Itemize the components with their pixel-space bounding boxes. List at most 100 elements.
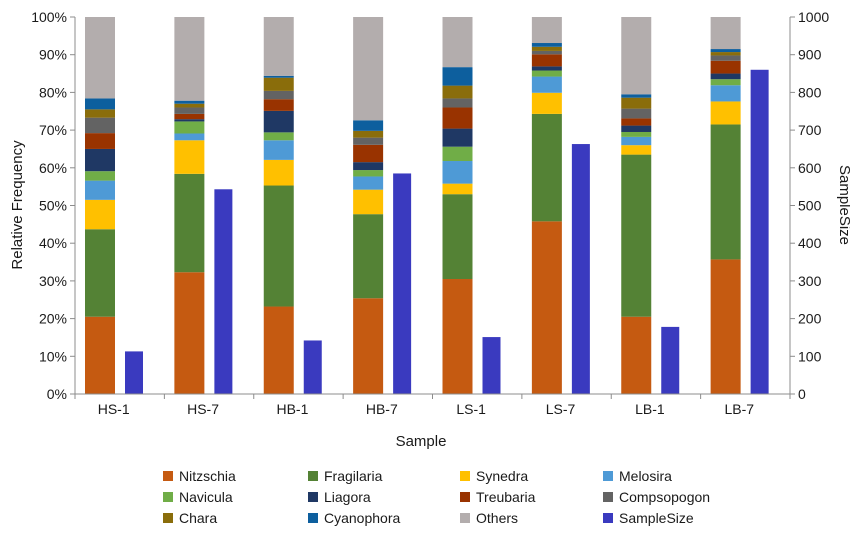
bar-samplesize-hs-7 (214, 189, 233, 394)
legend: Nitzschia Fragilaria Synedra Melosira Navicu… (163, 468, 710, 526)
bar-synedra-ls-7 (531, 92, 562, 114)
bar-cyanophora-hb-1 (263, 75, 294, 78)
bar-others-hs-7 (174, 17, 205, 101)
bar-chara-ls-1 (442, 85, 473, 99)
legend-label-compsopogon: Compsopogon (619, 489, 710, 505)
bar-chara-hb-7 (353, 130, 384, 138)
secondary-y-axis-title: SampleSize (836, 165, 850, 245)
y2-tick-label: 600 (798, 160, 822, 176)
bar-samplesize-hb-7 (393, 173, 412, 394)
bar-compsopogon-hb-7 (353, 137, 384, 145)
bar-synedra-lb-7 (710, 101, 741, 125)
legend-label-nitzschia: Nitzschia (179, 468, 236, 484)
bar-compsopogon-lb-1 (621, 108, 652, 119)
bar-synedra-lb-1 (621, 145, 652, 155)
bar-cyanophora-hb-7 (353, 120, 384, 131)
plot-area (85, 17, 769, 394)
bar-liagora-lb-7 (710, 73, 741, 80)
bar-fragilaria-ls-7 (531, 113, 562, 222)
legend-label-cyanophora: Cyanophora (324, 510, 400, 526)
bar-liagora-hs-7 (174, 119, 205, 122)
bar-samplesize-ls-1 (482, 337, 501, 394)
bar-others-hs-1 (85, 17, 115, 99)
bar-navicula-lb-1 (621, 131, 652, 137)
y2-tick-label: 400 (798, 235, 822, 251)
bar-compsopogon-ls-1 (442, 98, 473, 108)
bar-melosira-lb-1 (621, 136, 652, 146)
x-tick-label: HS-1 (98, 401, 130, 417)
y2-tick-label: 500 (798, 198, 822, 214)
bar-melosira-lb-7 (710, 85, 741, 102)
bar-navicula-ls-7 (531, 70, 562, 77)
bar-melosira-hb-7 (353, 176, 384, 190)
bar-fragilaria-hs-7 (174, 173, 205, 273)
bar-samplesize-lb-7 (750, 69, 769, 394)
bar-navicula-ls-1 (442, 146, 473, 162)
legend-swatch-others (460, 513, 470, 523)
legend-label-fragilaria: Fragilaria (324, 468, 383, 484)
bar-cyanophora-ls-7 (531, 43, 562, 47)
y-tick-label: 10% (39, 348, 67, 364)
bar-navicula-lb-7 (710, 79, 741, 86)
bar-melosira-ls-1 (442, 161, 473, 184)
x-tick-label: LS-7 (546, 401, 576, 417)
legend-swatch-compsopogon (603, 492, 613, 502)
y2-tick-label: 100 (798, 348, 822, 364)
bar-treubaria-ls-1 (442, 107, 473, 129)
y2-tick-label: 800 (798, 84, 822, 100)
bar-treubaria-hs-7 (174, 113, 205, 120)
legend-swatch-cyanophora (308, 513, 318, 523)
bar-liagora-hs-1 (85, 148, 115, 172)
bar-liagora-hb-1 (263, 110, 294, 133)
bar-compsopogon-hs-1 (85, 117, 115, 134)
bar-compsopogon-hb-1 (263, 90, 294, 100)
y2-tick-label: 300 (798, 273, 822, 289)
bar-chara-lb-7 (710, 52, 741, 56)
bar-chara-hs-7 (174, 103, 205, 108)
y-tick-label: 30% (39, 273, 67, 289)
y-tick-label: 80% (39, 84, 67, 100)
bar-nitzschia-lb-7 (710, 259, 741, 394)
bar-nitzschia-hb-7 (353, 298, 384, 394)
y-tick-label: 0% (47, 386, 67, 402)
bar-fragilaria-ls-1 (442, 194, 473, 280)
y2-tick-label: 1000 (798, 9, 829, 25)
legend-label-liagora: Liagora (324, 489, 371, 505)
bar-others-ls-1 (442, 17, 473, 68)
legend-label-treubaria: Treubaria (476, 489, 536, 505)
x-tick-label: LB-7 (725, 401, 755, 417)
legend-swatch-synedra (460, 471, 470, 481)
bar-nitzschia-ls-1 (442, 279, 473, 394)
bar-nitzschia-hs-7 (174, 272, 205, 394)
legend-label-navicula: Navicula (179, 489, 233, 505)
bar-treubaria-lb-7 (710, 60, 741, 74)
y-tick-label: 50% (39, 198, 67, 214)
bar-chara-hb-1 (263, 77, 294, 91)
bar-chara-lb-1 (621, 97, 652, 109)
bar-others-hb-1 (263, 17, 294, 76)
bar-samplesize-hs-1 (125, 351, 143, 394)
x-axis-title: Sample (396, 433, 447, 450)
legend-swatch-nitzschia (163, 471, 173, 481)
bar-cyanophora-lb-1 (621, 94, 652, 98)
bar-synedra-hb-1 (263, 159, 294, 186)
y-tick-label: 40% (39, 235, 67, 251)
y2-tick-label: 200 (798, 311, 822, 327)
bar-liagora-lb-1 (621, 125, 652, 132)
bar-chara-hs-1 (85, 109, 115, 118)
bar-nitzschia-hb-1 (263, 306, 294, 394)
bar-others-hb-7 (353, 17, 384, 121)
bar-fragilaria-hs-1 (85, 229, 115, 317)
bar-chara-ls-7 (531, 46, 562, 51)
bar-synedra-hb-7 (353, 189, 384, 215)
legend-swatch-samplesize (603, 513, 613, 523)
y-tick-label: 70% (39, 122, 67, 138)
bar-synedra-hs-7 (174, 140, 205, 174)
bar-melosira-hs-7 (174, 133, 205, 141)
y2-tick-label: 700 (798, 122, 822, 138)
bar-compsopogon-hs-7 (174, 107, 205, 114)
legend-label-melosira: Melosira (619, 468, 672, 484)
bar-liagora-ls-7 (531, 66, 562, 71)
bar-fragilaria-lb-7 (710, 124, 741, 260)
